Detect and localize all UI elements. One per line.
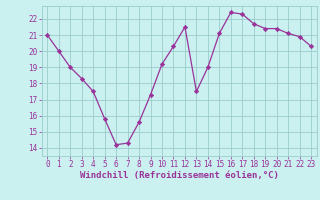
X-axis label: Windchill (Refroidissement éolien,°C): Windchill (Refroidissement éolien,°C) <box>80 171 279 180</box>
